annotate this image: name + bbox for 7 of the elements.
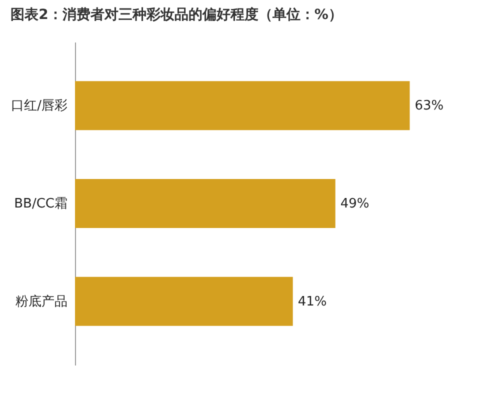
data-label: 41% xyxy=(298,294,327,310)
y-tick-label: 口红/唇彩 xyxy=(11,98,68,114)
data-label: 63% xyxy=(414,98,444,114)
y-tick-label: 粉底产品 xyxy=(16,294,68,310)
data-label: 49% xyxy=(340,196,370,212)
y-tick-label: BB/CC霜 xyxy=(14,196,68,212)
chart-title: 图表2：消费者对三种彩妆品的偏好程度（单位：%） xyxy=(10,6,342,23)
